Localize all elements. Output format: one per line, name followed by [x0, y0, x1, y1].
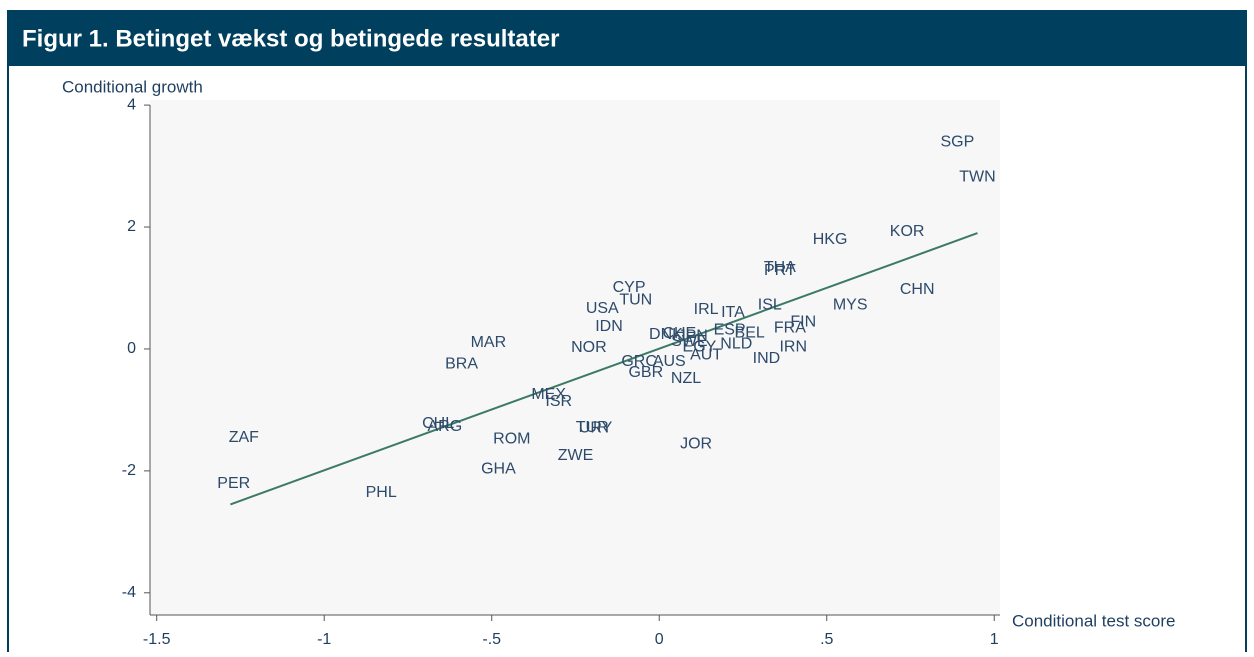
point-label: ZAF — [229, 429, 259, 446]
y-tick-label: 2 — [127, 218, 136, 235]
point-label: PRT — [764, 262, 796, 279]
point-label: THA — [764, 259, 796, 276]
point-label: IND — [753, 350, 781, 367]
point-label: TUR — [576, 419, 609, 436]
point-label: JOR — [680, 435, 712, 452]
x-tick-label: -1 — [317, 631, 331, 648]
point-label: NOR — [571, 339, 607, 356]
point-label: CHN — [900, 281, 935, 298]
point-label: DNK — [649, 326, 683, 343]
point-label: KOR — [890, 223, 925, 240]
point-label: ROM — [493, 430, 530, 447]
point-label: TWN — [959, 168, 995, 185]
y-tick-label: -2 — [122, 462, 136, 479]
x-tick-label: .5 — [820, 631, 833, 648]
x-tick-label: 0 — [655, 631, 664, 648]
chart-title: Figur 1. Betinget vækst og betingede res… — [22, 25, 559, 52]
point-label: ISR — [545, 393, 572, 410]
y-tick-label: 0 — [127, 340, 136, 357]
point-label: TUN — [619, 291, 652, 308]
y-axis-label: Conditional growth — [62, 77, 203, 96]
point-label: MAR — [471, 334, 507, 351]
point-label: AUT — [690, 346, 722, 363]
point-label: IDN — [595, 318, 623, 335]
x-tick-label: 1 — [990, 631, 999, 648]
point-label: USA — [586, 300, 619, 317]
x-tick-label: -.5 — [482, 631, 501, 648]
point-label: ISL — [758, 296, 782, 313]
point-label: PHL — [366, 484, 397, 501]
point-label: ZWE — [558, 447, 594, 464]
point-label: NZL — [671, 370, 701, 387]
point-label: MEX — [531, 386, 566, 403]
x-axis-label: Conditional test score — [1012, 611, 1175, 630]
point-label: CYP — [613, 279, 646, 296]
point-label: NLD — [720, 335, 752, 352]
point-label: PER — [217, 475, 250, 492]
point-label: CHL — [422, 415, 454, 432]
point-label: GRC — [621, 353, 657, 370]
point-label: FIN — [790, 313, 816, 330]
point-label: HKG — [813, 231, 848, 248]
y-tick-label: 4 — [127, 96, 136, 113]
x-tick-label: -1.5 — [143, 631, 171, 648]
point-label: URY — [579, 419, 613, 436]
point-label: EGY — [683, 338, 717, 355]
point-label: GBR — [628, 364, 663, 381]
point-label: SGP — [940, 134, 974, 151]
title-bar — [8, 10, 1246, 66]
point-label: ITA — [721, 304, 745, 321]
point-label: IRN — [779, 338, 807, 355]
point-label: AUS — [653, 353, 686, 370]
y-tick-label: -4 — [122, 584, 136, 601]
point-label: IRL — [694, 301, 719, 318]
point-label: ARG — [427, 418, 462, 435]
point-label: SWE — [671, 333, 707, 350]
plot-area — [150, 100, 1000, 615]
point-label: BEL — [735, 324, 765, 341]
fit-line — [230, 232, 978, 506]
point-label: CHE — [662, 325, 696, 342]
point-label: GHA — [481, 460, 516, 477]
point-label: MYS — [833, 296, 868, 313]
point-label: JPN — [678, 327, 708, 344]
point-label: ESP — [714, 321, 746, 338]
point-label: BRA — [445, 355, 478, 372]
point-label: FRA — [774, 319, 806, 336]
